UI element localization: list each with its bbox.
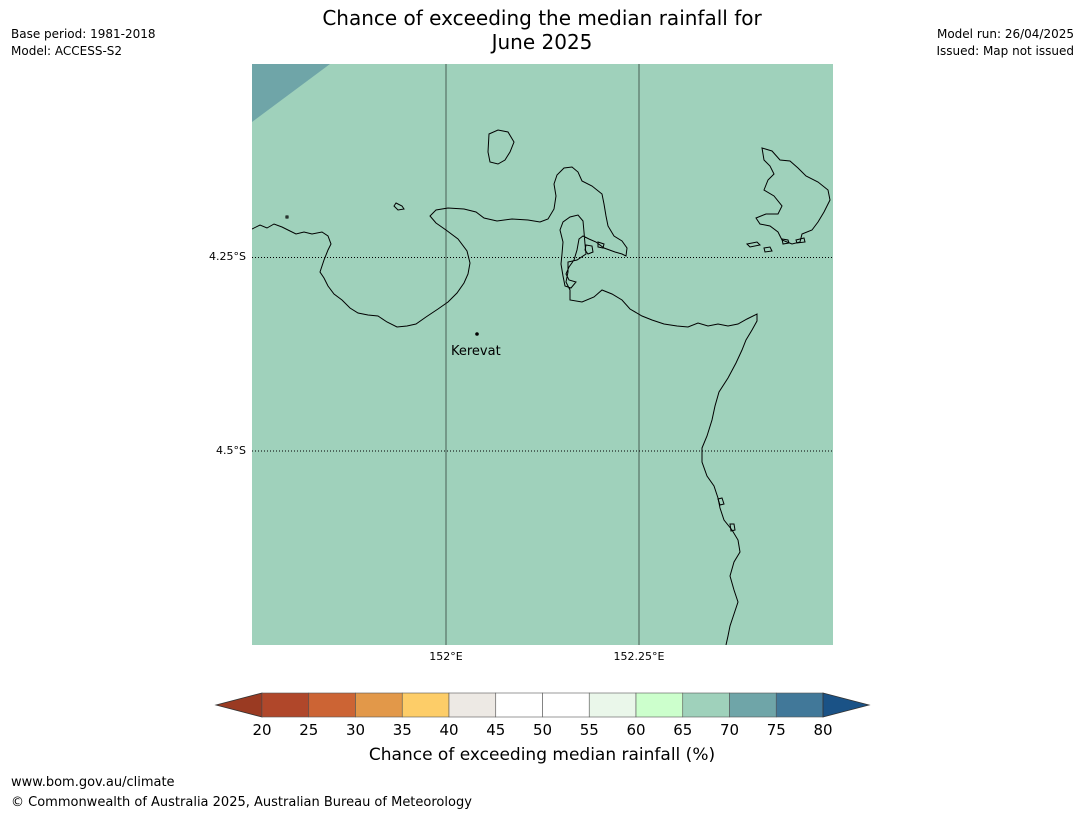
footer-url[interactable]: www.bom.gov.au/climate (11, 775, 175, 790)
rainfall-map[interactable]: Kerevat (252, 64, 833, 645)
lon-label-152-25e: 152.25°E (613, 650, 665, 663)
colorbar-swatch (588, 692, 637, 718)
islet-east-6 (729, 523, 736, 532)
islet-east-4 (795, 237, 806, 244)
duke-of-york-islands (755, 147, 831, 245)
colorbar-swatch (261, 692, 310, 718)
colorbar-tick-label: 65 (673, 721, 692, 739)
coastline (252, 129, 831, 645)
colorbar-swatch (775, 692, 824, 718)
colorbar-tick-label: 75 (767, 721, 786, 739)
colorbar-swatch (495, 692, 543, 718)
colorbar-tick-label: 20 (252, 721, 271, 739)
footer-copyright: © Commonwealth of Australia 2025, Austra… (11, 795, 472, 810)
islet-east-5 (717, 497, 725, 506)
colorbar-tick-label: 80 (813, 721, 832, 739)
meta-left: Base period: 1981-2018 Model: ACCESS-S2 (11, 26, 156, 60)
title-line-1: Chance of exceeding the median rainfall … (322, 6, 762, 30)
higher-chance-region (252, 64, 330, 122)
colorbar-tick-label: 45 (486, 721, 505, 739)
meta-right: Model run: 26/04/2025 Issued: Map not is… (936, 26, 1074, 60)
colorbar-swatch (542, 692, 590, 718)
islet-east-2 (763, 246, 773, 253)
lat-label-4-25s: 4.25°S (209, 250, 246, 263)
lon-label-152e: 152°E (429, 650, 463, 663)
coastline-main (252, 166, 758, 645)
islet-east-3 (781, 238, 790, 245)
issued-status: Issued: Map not issued (936, 44, 1074, 58)
colorbar-tick-label: 55 (580, 721, 599, 739)
title-line-2: June 2025 (491, 30, 593, 54)
colorbar-tick-label: 60 (626, 721, 645, 739)
map-background (252, 64, 833, 645)
colorbar-title: Chance of exceeding median rainfall (%) (368, 745, 716, 765)
model-name: Model: ACCESS-S2 (11, 44, 123, 58)
islet-inner (584, 244, 594, 255)
colorbar-tick-label: 50 (533, 721, 552, 739)
colorbar-tick-label: 40 (439, 721, 458, 739)
colorbar-tick-label: 30 (346, 721, 365, 739)
colorbar-high-extend (822, 692, 871, 718)
colorbar-swatch (729, 692, 777, 718)
colorbar-low-extend (214, 692, 263, 718)
chart-title: Chance of exceeding the median rainfall … (292, 6, 792, 54)
islet-west (393, 202, 405, 211)
island-north (487, 129, 515, 165)
colorbar-swatch (401, 692, 450, 718)
kerevat-label: Kerevat (451, 344, 501, 359)
kerevat-marker[interactable] (475, 332, 479, 336)
lat-label-4-5s: 4.5°S (216, 444, 246, 457)
colorbar: 20 25 30 35 40 45 50 55 60 65 70 75 80 (214, 692, 871, 739)
islet-east-1 (745, 241, 762, 248)
colorbar-swatch (448, 692, 497, 718)
colorbar-swatch (355, 692, 403, 718)
colorbar-tick-label: 35 (393, 721, 412, 739)
islet-inner-2 (597, 241, 605, 249)
base-period: Base period: 1981-2018 (11, 27, 156, 41)
model-run: Model run: 26/04/2025 (936, 27, 1074, 41)
colorbar-swatch (682, 692, 730, 718)
colorbar-swatch (635, 692, 684, 718)
colorbar-tick-label: 70 (720, 721, 739, 739)
islet-tiny (285, 215, 289, 219)
colorbar-tick-label: 25 (299, 721, 318, 739)
colorbar-swatch (308, 692, 356, 718)
